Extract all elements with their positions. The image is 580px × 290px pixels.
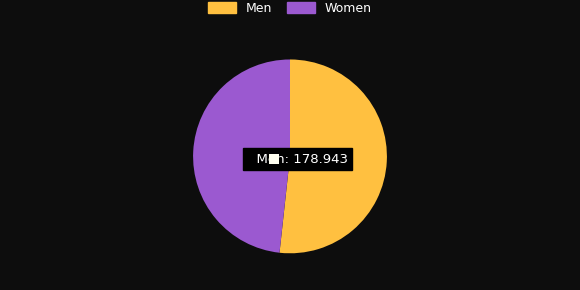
Wedge shape (193, 59, 290, 253)
Text: Men: 178.943: Men: 178.943 (248, 153, 348, 166)
Legend: Men, Women: Men, Women (205, 0, 375, 18)
Wedge shape (280, 59, 387, 253)
